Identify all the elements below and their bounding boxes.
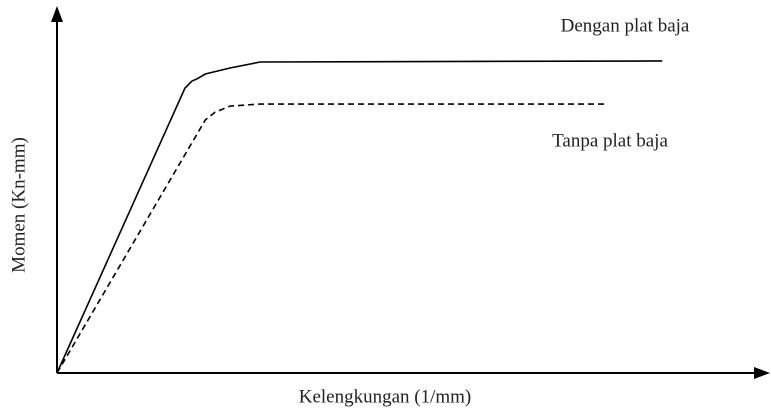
series-label: Dengan plat baja [561,15,690,36]
x-axis-arrow [754,367,770,379]
y-axis-label: Momen (Kn-mm) [8,137,29,273]
series-label: Tanpa plat baja [552,130,668,151]
line [56,103,606,374]
y-axis-arrow [51,6,63,22]
x-axis-label: Kelengkungan (1/mm) [299,386,472,407]
line [56,60,663,374]
